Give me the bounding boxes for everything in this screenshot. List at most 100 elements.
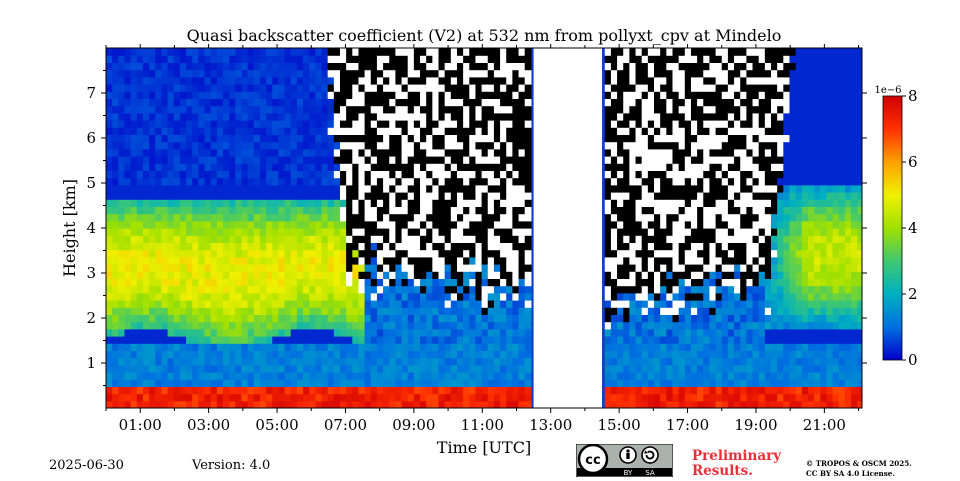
heatmap-cell [672, 141, 680, 150]
heatmap-cell [142, 386, 150, 395]
heatmap-cell [758, 220, 766, 229]
heatmap-cell [641, 300, 649, 308]
heatmap-cell [383, 364, 390, 373]
heatmap-cell [481, 220, 489, 229]
heatmap-cell [284, 343, 292, 351]
heatmap-cell [303, 307, 310, 315]
heatmap-cell [339, 98, 347, 107]
heatmap-cell [161, 127, 169, 135]
heatmap-cell [617, 379, 624, 387]
heatmap-cell [777, 105, 784, 114]
heatmap-cell [740, 206, 747, 215]
heatmap-cell [106, 264, 113, 272]
heatmap-cell [709, 336, 717, 344]
heatmap-cell [395, 127, 403, 135]
heatmap-cell [777, 62, 784, 71]
heatmap-cell [155, 228, 163, 236]
heatmap-cell [500, 112, 507, 121]
heatmap-cell [789, 350, 797, 359]
heatmap-cell [444, 278, 452, 287]
heatmap-cell [142, 307, 150, 315]
heatmap-cell [512, 307, 520, 315]
heatmap-cell [678, 170, 686, 179]
heatmap-cell [186, 379, 193, 387]
heatmap-cell [112, 48, 119, 56]
heatmap-cell [216, 134, 224, 143]
heatmap-cell [734, 328, 741, 337]
heatmap-cell [290, 134, 298, 143]
heatmap-cell [777, 134, 784, 143]
heatmap-cell [142, 220, 150, 229]
heatmap-cell [635, 177, 643, 186]
heatmap-cell [777, 249, 784, 258]
heatmap-cell [771, 264, 778, 272]
heatmap-cell [370, 285, 378, 294]
heatmap-cell [500, 264, 507, 272]
heatmap-cell [118, 321, 126, 330]
heatmap-cell [124, 321, 132, 330]
heatmap-cell [604, 112, 612, 121]
heatmap-cell [370, 177, 378, 186]
heatmap-cell [641, 228, 649, 236]
heatmap-cell [647, 220, 655, 229]
heatmap-cell [413, 271, 421, 279]
heatmap-cell [352, 163, 360, 171]
heatmap-cell [106, 228, 113, 236]
heatmap-cell [229, 256, 236, 265]
heatmap-cell [290, 372, 298, 380]
heatmap-cell [672, 199, 680, 207]
heatmap-cell [173, 271, 181, 279]
heatmap-cell [746, 393, 754, 402]
heatmap-cell [106, 278, 113, 287]
heatmap-cell [364, 62, 372, 71]
heatmap-cell [524, 242, 532, 251]
heatmap-cell [136, 300, 144, 308]
heatmap-cell [629, 336, 637, 344]
heatmap-cell [278, 321, 286, 330]
heatmap-cell [727, 141, 735, 150]
heatmap-cell [463, 84, 470, 92]
heatmap-cell [481, 292, 489, 301]
heatmap-cell [629, 48, 637, 56]
heatmap-cell [370, 55, 378, 63]
heatmap-cell [155, 148, 163, 157]
heatmap-cell [321, 48, 329, 56]
heatmap-cell [487, 105, 495, 114]
heatmap-cell [229, 364, 236, 373]
heatmap-cell [789, 242, 797, 251]
heatmap-cell [456, 264, 464, 272]
heatmap-cell [407, 357, 415, 366]
heatmap-cell [327, 55, 335, 63]
heatmap-cell [155, 314, 163, 323]
heatmap-cell [376, 62, 384, 71]
heatmap-cell [235, 98, 243, 107]
heatmap-cell [303, 199, 310, 207]
heatmap-cell [389, 285, 396, 294]
heatmap-cell [383, 192, 390, 200]
heatmap-cell [339, 55, 347, 63]
heatmap-cell [247, 91, 255, 99]
heatmap-cell [124, 91, 132, 99]
heatmap-cell [438, 120, 446, 128]
heatmap-cell [512, 163, 520, 171]
heatmap-cell [241, 163, 249, 171]
heatmap-cell [506, 235, 513, 243]
heatmap-cell [401, 285, 409, 294]
heatmap-cell [709, 184, 717, 193]
heatmap-cell [426, 292, 433, 301]
heatmap-cell [229, 62, 236, 71]
heatmap-cell [358, 206, 366, 215]
heatmap-cell [222, 372, 230, 380]
heatmap-cell [296, 235, 304, 243]
heatmap-cell [420, 206, 427, 215]
heatmap-cell [309, 141, 316, 150]
heatmap-cell [506, 400, 513, 408]
heatmap-cell [426, 84, 433, 92]
heatmap-cell [179, 364, 187, 373]
heatmap-cell [617, 69, 624, 78]
heatmap-cell [697, 271, 704, 279]
heatmap-cell [327, 271, 335, 279]
heatmap-cell [512, 328, 520, 337]
heatmap-cell [721, 242, 729, 251]
heatmap-cell [346, 127, 353, 135]
